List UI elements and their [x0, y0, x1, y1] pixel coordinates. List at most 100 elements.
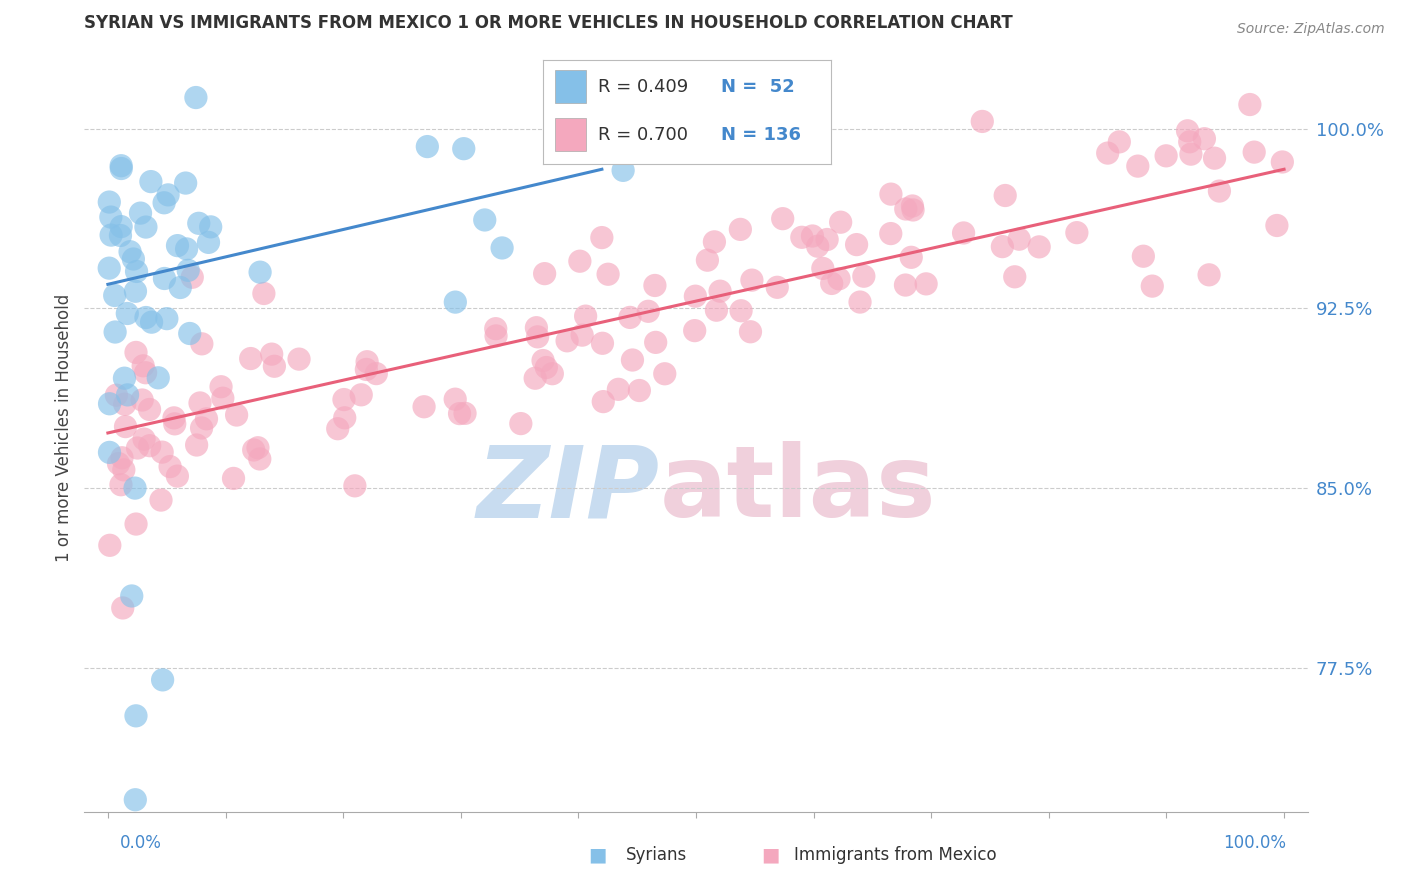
Point — [741, 273, 763, 287]
Point — [222, 471, 245, 485]
Point — [709, 284, 731, 298]
Point — [991, 239, 1014, 253]
Point — [125, 708, 148, 723]
Point — [200, 219, 222, 234]
Text: Syrians: Syrians — [626, 846, 688, 863]
Point — [184, 90, 207, 104]
Point — [541, 367, 564, 381]
Point — [129, 206, 152, 220]
Point — [1208, 184, 1230, 198]
Point — [628, 384, 651, 398]
Point — [536, 360, 558, 375]
Point — [413, 400, 436, 414]
Point — [621, 353, 644, 368]
Point — [122, 252, 145, 266]
Point — [1142, 279, 1164, 293]
Point — [111, 450, 134, 465]
Point — [176, 242, 198, 256]
Text: SYRIAN VS IMMIGRANTS FROM MEXICO 1 OR MORE VEHICLES IN HOUSEHOLD CORRELATION CHA: SYRIAN VS IMMIGRANTS FROM MEXICO 1 OR MO… — [84, 14, 1014, 32]
Point — [343, 479, 366, 493]
Text: Source: ZipAtlas.com: Source: ZipAtlas.com — [1237, 22, 1385, 37]
Point — [187, 216, 209, 230]
Point — [811, 261, 834, 276]
Point — [110, 228, 132, 243]
Point — [1154, 149, 1177, 163]
Point — [124, 481, 146, 495]
Point — [132, 359, 155, 373]
Point — [575, 309, 598, 323]
Point — [138, 402, 160, 417]
Point — [225, 408, 247, 422]
Point — [350, 388, 373, 402]
Point — [135, 220, 157, 235]
Point — [124, 793, 146, 807]
Point — [114, 397, 136, 411]
Point — [880, 187, 903, 202]
Point — [1066, 226, 1088, 240]
Point — [153, 271, 176, 285]
Point — [104, 325, 127, 339]
Point — [132, 432, 155, 446]
Point — [821, 277, 844, 291]
Point — [150, 493, 173, 508]
Point — [249, 452, 271, 467]
Point — [174, 176, 197, 190]
Point — [246, 441, 269, 455]
Point — [104, 288, 127, 302]
Point — [211, 391, 233, 405]
Text: ■: ■ — [761, 845, 780, 864]
Point — [526, 320, 548, 334]
Point — [239, 351, 262, 366]
Point — [125, 516, 148, 531]
Point — [740, 325, 762, 339]
Point — [209, 380, 232, 394]
Point — [1126, 159, 1149, 173]
Point — [571, 328, 593, 343]
Point — [163, 417, 186, 431]
Point — [1028, 240, 1050, 254]
Point — [110, 219, 132, 234]
Point — [591, 336, 613, 351]
Point — [894, 202, 917, 216]
Point — [1271, 155, 1294, 169]
Point — [485, 321, 508, 335]
Point — [121, 589, 143, 603]
Point — [112, 463, 135, 477]
Point — [333, 410, 356, 425]
Point — [1204, 151, 1226, 165]
Point — [952, 226, 974, 240]
Point — [139, 175, 162, 189]
Point — [253, 286, 276, 301]
Text: Immigrants from Mexico: Immigrants from Mexico — [794, 846, 997, 863]
Point — [526, 330, 548, 344]
Point — [474, 213, 496, 227]
Point — [125, 264, 148, 278]
Point — [607, 382, 630, 396]
Point — [1108, 135, 1130, 149]
Text: ■: ■ — [588, 845, 607, 864]
Point — [845, 237, 868, 252]
Point — [444, 295, 467, 310]
Text: atlas: atlas — [659, 441, 936, 538]
Point — [598, 73, 620, 87]
Point — [598, 267, 620, 281]
Point — [1004, 269, 1026, 284]
Point — [766, 280, 789, 294]
Point — [901, 202, 924, 217]
Point — [333, 392, 356, 407]
Point — [152, 673, 174, 687]
Text: 100.0%: 100.0% — [1223, 834, 1286, 852]
Point — [100, 210, 122, 224]
Point — [1008, 232, 1031, 246]
Point — [98, 397, 121, 411]
Point — [901, 199, 924, 213]
Point — [555, 334, 578, 348]
Point — [260, 347, 283, 361]
Point — [894, 278, 917, 293]
Point — [790, 230, 813, 244]
Point — [98, 445, 121, 459]
Point — [177, 263, 200, 277]
Point — [98, 261, 121, 276]
Point — [326, 422, 349, 436]
Point — [125, 345, 148, 359]
